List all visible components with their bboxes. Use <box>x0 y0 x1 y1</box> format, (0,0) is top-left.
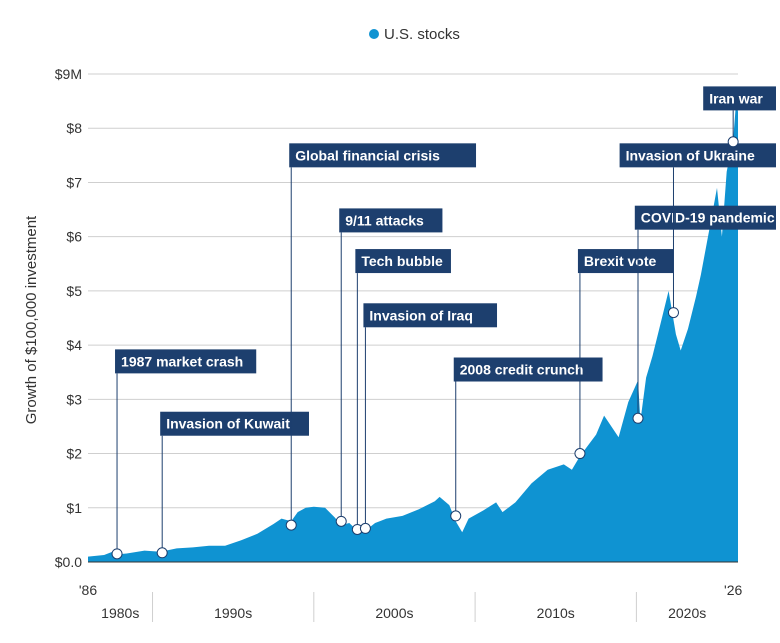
y-tick-label-4: $4 <box>66 337 82 353</box>
y-tick-label-8: $8 <box>66 120 82 136</box>
plot-area <box>88 98 738 563</box>
event-label-7: Brexit vote <box>584 253 657 269</box>
event-marker-5 <box>359 522 371 534</box>
event-label-9: Invasion of Ukraine <box>626 147 755 163</box>
event-marker-8 <box>632 412 644 424</box>
event-label-5: Invasion of Iraq <box>369 307 472 323</box>
event-label-0: 1987 market crash <box>121 353 243 369</box>
legend-label-us-stocks: U.S. stocks <box>384 26 460 43</box>
event-label-box-10 <box>703 86 776 111</box>
y-tick-label-2: $2 <box>66 446 82 462</box>
y-tick-label-5: $5 <box>66 283 82 299</box>
event-label-box-3 <box>339 208 443 233</box>
event-label-6: 2008 credit crunch <box>460 362 584 378</box>
event-label-box-8 <box>634 205 776 230</box>
event-marker-1 <box>156 547 168 559</box>
event-label-box-9 <box>619 143 776 168</box>
event-label-10: Iran war <box>709 90 763 106</box>
event-marker-6 <box>450 510 462 522</box>
decade-label-4: 2020s <box>668 605 706 621</box>
annotations: 1987 market crash Invasion of Kuwait Globa… <box>111 86 776 560</box>
legend-swatch-us-stocks <box>369 29 379 39</box>
y-tick-label-3: $3 <box>66 391 82 407</box>
area-series-us-stocks <box>88 98 738 563</box>
event-marker-0 <box>111 548 123 560</box>
x-tick-label-0: '86 <box>79 582 97 598</box>
event-marker-7 <box>574 448 586 460</box>
event-marker-10 <box>727 136 739 148</box>
event-label-8: COVID-19 pandemic <box>641 210 775 226</box>
legend: U.S. stocks <box>369 26 460 43</box>
event-label-1: Invasion of Kuwait <box>166 416 290 432</box>
y-tick-label-7: $7 <box>66 174 82 190</box>
event-label-box-2 <box>289 143 477 168</box>
event-marker-3 <box>335 515 347 527</box>
y-axis-title: Growth of $100,000 investment <box>23 215 40 424</box>
y-tick-label-6: $6 <box>66 229 82 245</box>
y-tick-label-1: $1 <box>66 500 82 516</box>
event-label-box-6 <box>453 357 603 382</box>
y-tick-label-0: $0.0 <box>55 554 82 570</box>
gridlines <box>88 73 738 509</box>
event-label-box-0 <box>115 349 257 374</box>
axes: $0.0 $1 $2 $3 $4 $5 $6 $7 $8 $9M '86 '26 1980s 1990s 2… <box>55 66 742 622</box>
y-tick-label-9: $9M <box>55 66 82 82</box>
event-label-2: Global financial crisis <box>295 147 440 163</box>
x-tick-label-1: '26 <box>724 582 742 598</box>
decade-label-3: 2010s <box>537 605 575 621</box>
event-marker-2 <box>285 519 297 531</box>
event-label-box-5 <box>363 303 498 328</box>
event-label-3: 9/11 attacks <box>345 212 424 228</box>
event-label-4: Tech bubble <box>361 253 443 269</box>
decade-label-0: 1980s <box>101 605 139 621</box>
event-label-box-4 <box>355 249 451 274</box>
event-label-box-7 <box>577 249 674 274</box>
decade-label-2: 2000s <box>375 605 413 621</box>
event-label-box-1 <box>160 411 309 436</box>
decade-label-1: 1990s <box>214 605 252 621</box>
event-marker-9 <box>667 307 679 319</box>
